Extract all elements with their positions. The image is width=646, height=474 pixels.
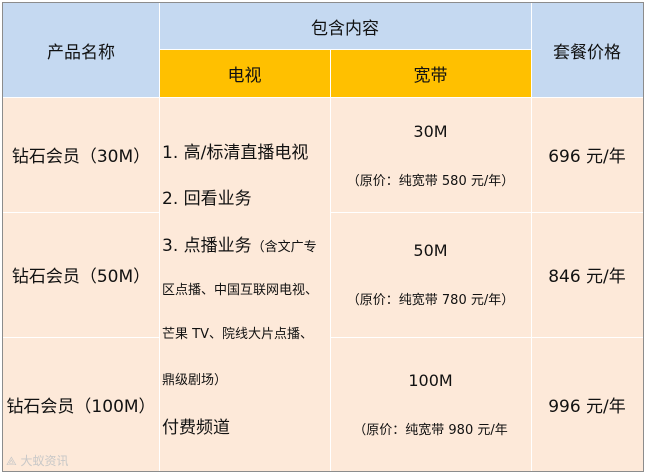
tv-line-3b: （含文广专 <box>251 240 317 255</box>
price-cell-100m: 996 元/年 <box>531 337 643 471</box>
grid-line <box>159 49 531 50</box>
tv-line-7: 付费频道 <box>162 418 230 438</box>
grid-line <box>3 337 159 338</box>
grid-line <box>330 212 643 213</box>
price-value: 846 元/年 <box>548 267 626 287</box>
broadband-header-label: 宽带 <box>413 65 448 86</box>
price-value: 696 元/年 <box>548 147 626 167</box>
broadband-header: 宽带 <box>330 49 531 97</box>
product-name-header-label: 产品名称 <box>47 42 115 63</box>
tv-header: 电视 <box>159 49 330 97</box>
price-value: 996 元/年 <box>548 396 626 417</box>
row-name-50m: 钻石会员（50M） <box>11 267 151 287</box>
row-name-100m: 钻石会员（100M） <box>6 396 156 417</box>
included-content-header-label: 包含内容 <box>311 18 379 39</box>
price-cell-30m: 696 元/年 <box>531 97 643 212</box>
grid-line <box>3 97 643 98</box>
original-price: （原价：纯宽带 780 元/年） <box>346 293 515 308</box>
original-price: （原价：纯宽带 980 元/年 <box>353 423 508 438</box>
tv-header-label: 电视 <box>227 65 262 86</box>
grid-line <box>330 337 643 338</box>
tv-line-5: 芒果 TV、院线大片点播、 <box>162 327 313 342</box>
grid-line <box>3 212 159 213</box>
product-name-header: 产品名称 <box>3 3 159 97</box>
tv-line-3: 3. 点播业务（含文广专 <box>162 231 317 256</box>
grid-line <box>531 3 532 471</box>
watermark: ⟁ 大蚁资讯 <box>6 452 69 469</box>
broadband-cell-30m: 30M （原价：纯宽带 580 元/年） <box>330 97 531 212</box>
table-row-name: 钻石会员（100M） <box>3 337 159 471</box>
table-row-name: 钻石会员（30M） <box>3 97 159 212</box>
tv-content: 1. 高/标清直播电视 2. 回看业务 3. 点播业务（含文广专 区点播、中国互… <box>159 97 330 471</box>
grid-line <box>159 3 160 471</box>
tv-line-2: 2. 回看业务 <box>162 189 252 209</box>
tv-line-4: 区点播、中国互联网电视、 <box>162 283 319 298</box>
price-cell-50m: 846 元/年 <box>531 212 643 337</box>
broadband-cell-100m: 100M （原价：纯宽带 980 元/年 <box>330 337 531 471</box>
bandwidth-value: 50M <box>413 241 448 260</box>
tv-line-1: 1. 高/标清直播电视 <box>162 143 309 163</box>
broadband-cell-50m: 50M （原价：纯宽带 780 元/年） <box>330 212 531 337</box>
package-price-header: 套餐价格 <box>531 3 643 97</box>
original-price: （原价：纯宽带 580 元/年） <box>346 174 515 189</box>
tv-line-6: 鼎级剧场） <box>162 373 228 388</box>
bandwidth-value: 30M <box>413 122 448 141</box>
included-content-header: 包含内容 <box>159 3 531 49</box>
row-name-30m: 钻石会员（30M） <box>11 147 151 167</box>
table-row-name: 钻石会员（50M） <box>3 212 159 337</box>
watermark-text: 大蚁资讯 <box>20 454 69 468</box>
watermark-icon: ⟁ <box>6 454 17 468</box>
table-body <box>3 97 643 471</box>
package-price-header-label: 套餐价格 <box>553 42 621 63</box>
tv-line-3a: 3. 点播业务 <box>162 236 252 256</box>
grid-line <box>330 49 331 471</box>
bandwidth-value: 100M <box>408 371 453 390</box>
